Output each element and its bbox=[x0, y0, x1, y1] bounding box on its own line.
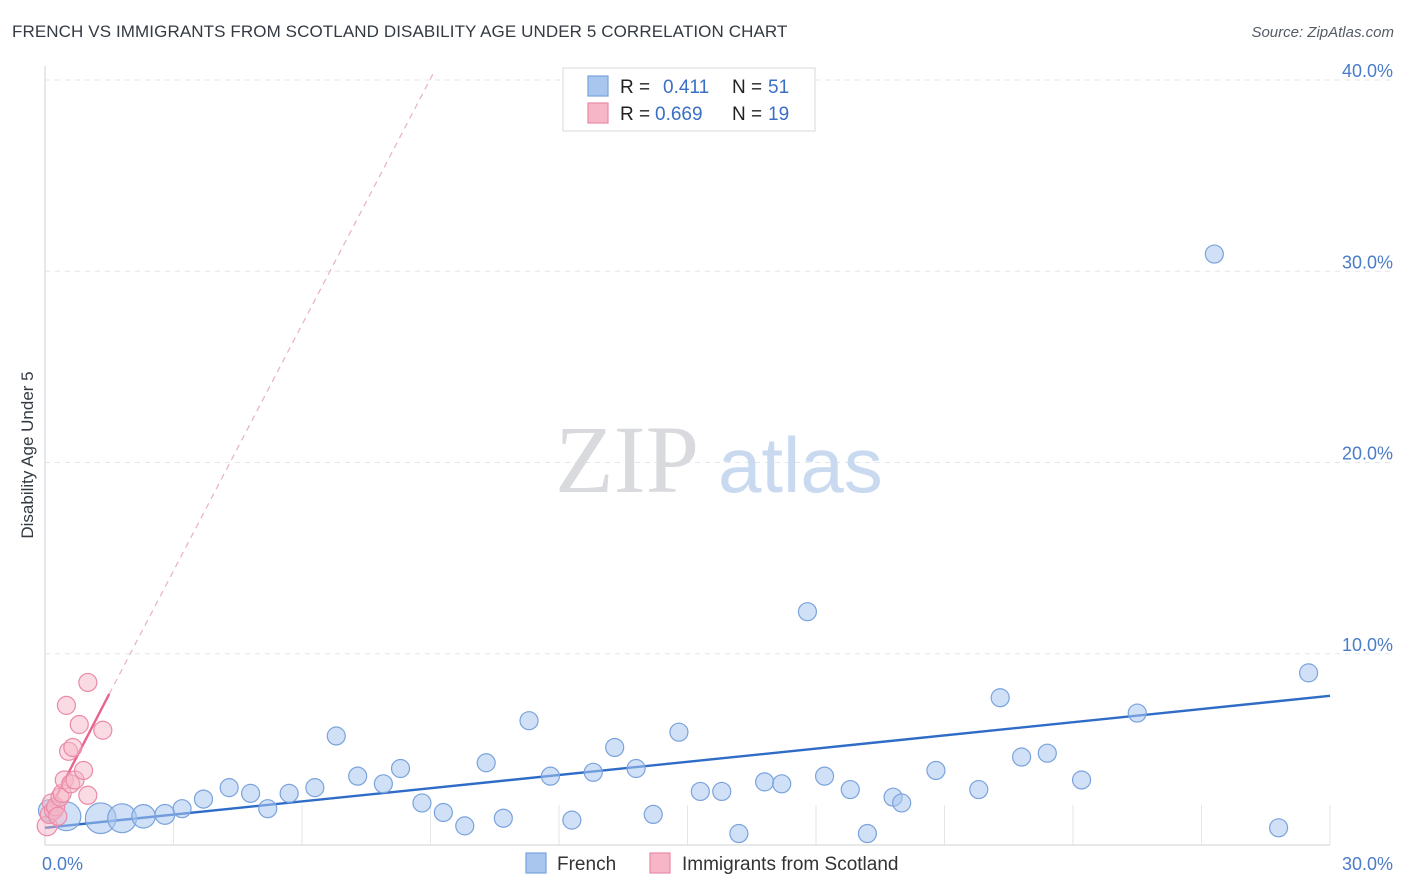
french-point bbox=[241, 783, 261, 803]
legend-r-label-french: R = bbox=[620, 77, 650, 98]
french-point bbox=[892, 793, 912, 813]
bottom-legend-scotland: Immigrants from Scotland bbox=[682, 854, 898, 875]
legend-swatch-scotland bbox=[587, 102, 609, 124]
legend-swatch-french bbox=[587, 75, 609, 97]
french-point bbox=[926, 760, 946, 781]
french-point bbox=[1298, 663, 1319, 683]
french-point bbox=[172, 799, 192, 819]
scotland-point bbox=[69, 714, 89, 735]
french-point bbox=[1011, 747, 1032, 767]
scotland-point bbox=[48, 806, 68, 826]
legend-n-label-scotland: N = bbox=[732, 104, 762, 125]
french-point bbox=[1037, 743, 1057, 763]
y-tick-label: 20.0% bbox=[1342, 444, 1393, 464]
source-note: Source: ZipAtlas.com bbox=[1251, 24, 1394, 41]
scotland-point bbox=[78, 785, 98, 805]
watermark-atlas: atlas bbox=[718, 421, 883, 509]
french-point bbox=[1127, 703, 1147, 723]
french-point bbox=[433, 802, 453, 823]
french-point bbox=[476, 753, 496, 773]
french-point bbox=[643, 804, 663, 825]
french-point bbox=[1204, 244, 1224, 264]
bottom-legend-swatch-french bbox=[525, 852, 547, 874]
scotland-points bbox=[36, 672, 113, 837]
french-point bbox=[857, 823, 878, 844]
french-point bbox=[305, 778, 325, 798]
french-point bbox=[390, 758, 411, 779]
french-point bbox=[754, 772, 775, 792]
french-point bbox=[519, 711, 539, 731]
french-point bbox=[729, 823, 749, 844]
y-tick-label: 10.0% bbox=[1342, 635, 1393, 655]
french-point bbox=[840, 779, 860, 800]
french-point bbox=[373, 774, 393, 794]
french-point bbox=[348, 766, 368, 786]
french-point bbox=[990, 688, 1010, 708]
legend-r-value-french: 0.411 bbox=[663, 77, 709, 98]
french-point bbox=[258, 799, 278, 819]
french-point bbox=[1268, 818, 1289, 838]
legend-n-value-french: 51 bbox=[768, 77, 789, 98]
french-point bbox=[540, 766, 561, 786]
french-point bbox=[219, 778, 239, 798]
french-point bbox=[690, 781, 710, 802]
x-tick-label: 0.0% bbox=[42, 854, 83, 874]
french-point bbox=[772, 774, 792, 794]
french-point bbox=[626, 758, 646, 779]
scotland-point bbox=[63, 737, 83, 758]
chart-title: FRENCH VS IMMIGRANTS FROM SCOTLAND DISAB… bbox=[12, 22, 788, 41]
scotland-point bbox=[93, 720, 113, 740]
french-points bbox=[37, 244, 1319, 844]
legend: R = 0.411 N = 51 R = 0.669 N = 19 bbox=[562, 67, 816, 132]
french-point bbox=[797, 602, 818, 622]
scotland-point bbox=[56, 695, 77, 715]
axes: 10.0% 20.0% 30.0% 40.0% 0.0% 30.0% bbox=[42, 61, 1393, 874]
watermark: ZIP atlas bbox=[555, 406, 883, 513]
french-point bbox=[326, 726, 346, 746]
legend-r-value-scotland: 0.669 bbox=[655, 104, 703, 125]
bottom-legend-french: French bbox=[557, 854, 616, 875]
scotland-trend-extension bbox=[108, 70, 436, 695]
french-point bbox=[1071, 770, 1092, 790]
legend-n-value-scotland: 19 bbox=[768, 104, 789, 125]
legend-r-label-scotland: R = bbox=[620, 104, 650, 125]
bottom-legend-swatch-scotland bbox=[649, 852, 671, 874]
french-point bbox=[605, 737, 625, 758]
y-tick-label: 40.0% bbox=[1342, 61, 1393, 81]
french-point bbox=[193, 789, 214, 809]
french-point bbox=[493, 808, 513, 828]
y-axis-label: Disability Age Under 5 bbox=[18, 371, 37, 538]
bottom-legend: French Immigrants from Scotland bbox=[525, 852, 898, 875]
french-point bbox=[583, 762, 603, 782]
gridlines bbox=[45, 79, 1390, 845]
french-point bbox=[412, 793, 432, 813]
scotland-point bbox=[78, 672, 98, 693]
watermark-zip: ZIP bbox=[555, 406, 699, 513]
french-point bbox=[814, 766, 835, 786]
y-tick-label: 30.0% bbox=[1342, 252, 1393, 272]
legend-n-label-french: N = bbox=[732, 77, 762, 98]
french-point bbox=[279, 783, 299, 803]
x-tick-label: 30.0% bbox=[1342, 854, 1393, 874]
french-point bbox=[562, 810, 582, 830]
french-point bbox=[154, 803, 176, 825]
french-point bbox=[455, 816, 475, 836]
french-point bbox=[712, 781, 732, 802]
french-point bbox=[669, 722, 689, 742]
french-point bbox=[131, 804, 156, 829]
french-point bbox=[969, 779, 989, 800]
scotland-point bbox=[73, 760, 94, 781]
